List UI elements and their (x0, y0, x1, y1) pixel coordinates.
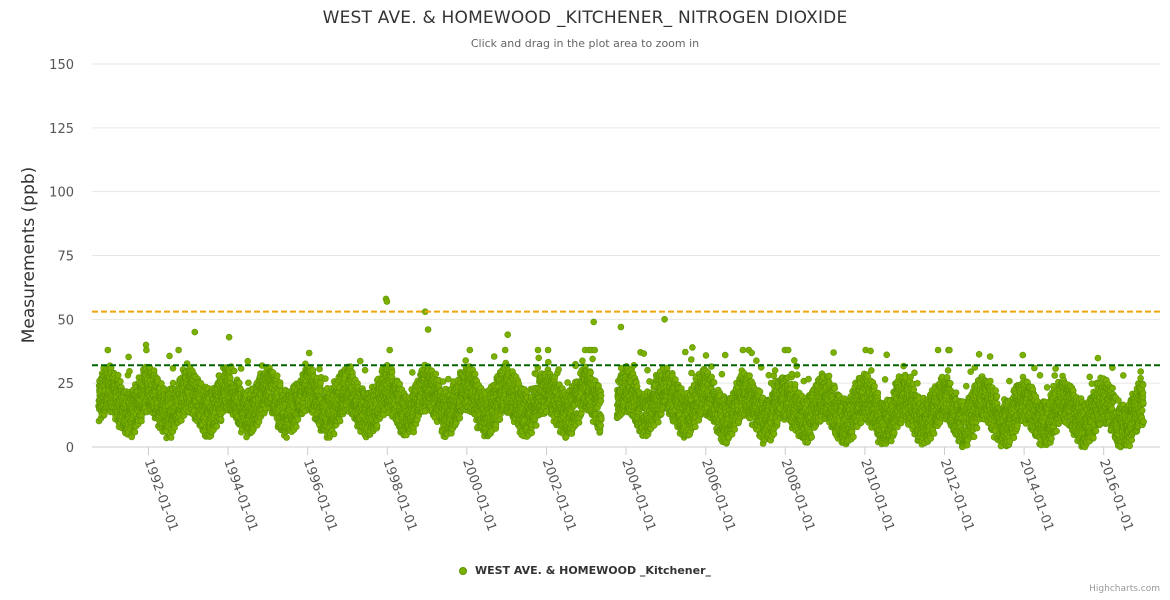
data-point (501, 346, 509, 354)
data-point (166, 352, 173, 360)
data-point (273, 372, 281, 380)
y-tick-label: 50 (57, 313, 74, 328)
data-point (138, 417, 145, 425)
data-point (535, 354, 543, 362)
data-point (114, 371, 122, 379)
data-point (244, 357, 252, 365)
data-points (95, 295, 1147, 451)
y-tick-label: 0 (66, 441, 74, 456)
data-point (131, 428, 139, 436)
y-tick-label: 125 (49, 122, 74, 137)
data-point (171, 424, 178, 431)
data-point (555, 366, 562, 373)
data-point (356, 357, 364, 365)
data-point (589, 355, 596, 363)
data-point (410, 428, 418, 436)
data-point (396, 380, 404, 388)
data-point (528, 429, 536, 437)
y-axis-ticks: 0 25 50 75 100 125 150 (49, 58, 74, 456)
y-tick-label: 25 (57, 377, 74, 392)
data-point (597, 415, 605, 422)
chart-subtitle: Click and drag in the plot area to zoom … (470, 37, 700, 50)
chart-title: WEST AVE. & HOMEWOOD _KITCHENER_ NITROGE… (322, 8, 848, 28)
data-point (462, 357, 470, 364)
data-point (217, 416, 225, 423)
data-point (316, 365, 323, 373)
y-tick-label: 150 (49, 58, 74, 73)
data-point (532, 422, 540, 429)
data-point (104, 346, 112, 354)
data-point (317, 379, 324, 387)
data-point (231, 367, 238, 375)
data-point (169, 379, 177, 387)
data-point (227, 374, 234, 382)
data-point (640, 350, 648, 357)
data-point (597, 422, 605, 429)
data-point (466, 346, 474, 354)
data-point (330, 430, 338, 438)
data-point (213, 423, 220, 430)
data-point (237, 365, 245, 372)
data-point (283, 434, 290, 441)
data-point (309, 366, 317, 374)
data-point (490, 353, 498, 360)
data-point (276, 382, 284, 389)
y-tick-label: 100 (49, 186, 74, 201)
data-point (579, 357, 586, 365)
data-point (591, 346, 599, 354)
data-point (294, 416, 302, 423)
data-point (322, 375, 329, 383)
data-point (245, 379, 252, 387)
data-point (117, 378, 124, 385)
data-point (361, 366, 369, 374)
data-point (373, 422, 381, 430)
data-point (175, 346, 182, 354)
data-point (644, 366, 651, 374)
data-point (408, 369, 416, 376)
data-point (471, 370, 479, 378)
y-tick-label: 75 (57, 250, 74, 265)
data-point (305, 349, 313, 357)
data-point (336, 417, 344, 425)
data-point (534, 346, 542, 354)
data-point (544, 346, 552, 354)
data-point (597, 392, 605, 399)
data-point (432, 370, 440, 378)
data-point (126, 367, 133, 375)
data-point (292, 423, 300, 431)
data-point (125, 353, 132, 361)
data-point (587, 369, 594, 376)
data-point (167, 434, 175, 441)
data-point (386, 346, 394, 354)
